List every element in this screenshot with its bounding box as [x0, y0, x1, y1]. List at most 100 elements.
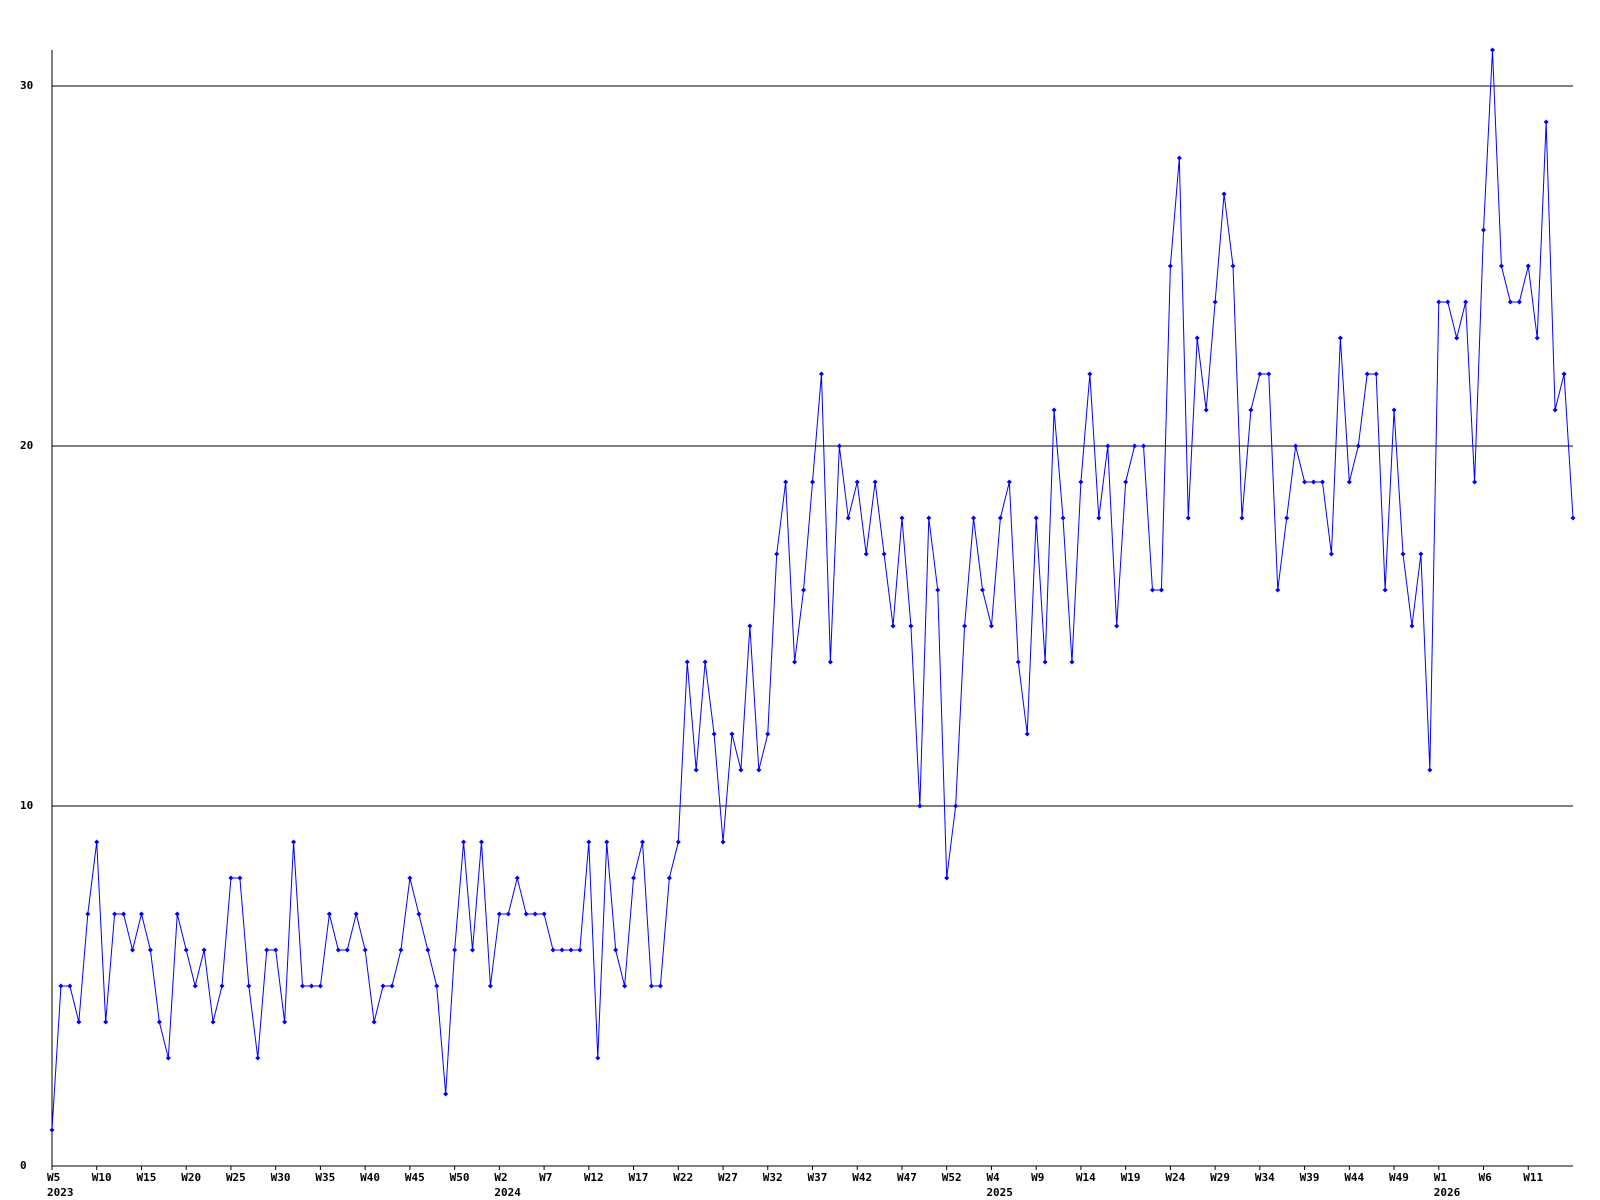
point — [398, 947, 404, 953]
point — [1400, 551, 1406, 557]
point — [443, 1091, 449, 1097]
x-tick-label: W52 — [942, 1171, 962, 1184]
point — [1015, 659, 1021, 665]
x-tick-label: W50 — [450, 1171, 470, 1184]
x-tick-label: W42 — [852, 1171, 872, 1184]
point — [470, 947, 476, 953]
point — [1382, 587, 1388, 593]
point — [881, 551, 887, 557]
point — [1230, 263, 1236, 269]
point — [138, 911, 144, 917]
point — [219, 983, 225, 989]
x-tick-label: W2 — [494, 1171, 507, 1184]
year-label: 2024 — [494, 1186, 521, 1199]
point — [1096, 515, 1102, 521]
point — [738, 767, 744, 773]
y-tick-label: 30 — [20, 79, 33, 92]
x-tick-label: W14 — [1076, 1171, 1096, 1184]
x-tick-label: W45 — [405, 1171, 425, 1184]
point — [1319, 479, 1325, 485]
point — [1149, 587, 1155, 593]
point — [783, 479, 789, 485]
point — [434, 983, 440, 989]
point — [264, 947, 270, 953]
point — [362, 947, 368, 953]
point — [496, 911, 502, 917]
point — [130, 947, 136, 953]
point — [666, 875, 672, 881]
point — [112, 911, 118, 917]
point — [103, 1019, 109, 1025]
point — [523, 911, 529, 917]
x-tick-label: W44 — [1344, 1171, 1364, 1184]
point — [1552, 407, 1558, 413]
point — [711, 731, 717, 737]
point — [425, 947, 431, 953]
point — [1033, 515, 1039, 521]
x-tick-label: W7 — [539, 1171, 552, 1184]
point — [917, 803, 923, 809]
point — [156, 1019, 162, 1025]
point — [1507, 299, 1513, 305]
x-tick-label: W19 — [1121, 1171, 1141, 1184]
x-tick-label: W40 — [360, 1171, 380, 1184]
point — [1346, 479, 1352, 485]
point — [371, 1019, 377, 1025]
point — [1221, 191, 1227, 197]
point — [300, 983, 306, 989]
point — [317, 983, 323, 989]
point — [1275, 587, 1281, 593]
point — [1051, 407, 1057, 413]
point — [631, 875, 637, 881]
point — [1185, 515, 1191, 521]
y-tick-label: 10 — [20, 799, 33, 812]
point — [827, 659, 833, 665]
point — [246, 983, 252, 989]
x-tick-label: W34 — [1255, 1171, 1275, 1184]
point — [1203, 407, 1209, 413]
y-tick-label: 20 — [20, 439, 33, 452]
point — [1132, 443, 1138, 449]
point — [979, 587, 985, 593]
point — [1176, 155, 1182, 161]
x-tick-label: W10 — [92, 1171, 112, 1184]
x-tick-label: W1 — [1434, 1171, 1448, 1184]
point — [577, 947, 583, 953]
point — [183, 947, 189, 953]
point — [452, 947, 458, 953]
point — [1364, 371, 1370, 377]
point — [863, 551, 869, 557]
point — [595, 1055, 601, 1061]
point — [1257, 371, 1263, 377]
point — [210, 1019, 216, 1025]
point — [1024, 731, 1030, 737]
point — [1060, 515, 1066, 521]
point — [926, 515, 932, 521]
point — [487, 983, 493, 989]
point — [49, 1127, 55, 1133]
point — [1239, 515, 1245, 521]
x-tick-label: W35 — [315, 1171, 335, 1184]
point — [532, 911, 538, 917]
x-tick-label: W39 — [1300, 1171, 1320, 1184]
year-label: 2026 — [1434, 1186, 1461, 1199]
point — [1328, 551, 1334, 557]
point — [702, 659, 708, 665]
point — [273, 947, 279, 953]
point — [1141, 443, 1147, 449]
point — [640, 839, 646, 845]
point — [675, 839, 681, 845]
point — [1105, 443, 1111, 449]
point — [192, 983, 198, 989]
point — [944, 875, 950, 881]
point — [1302, 479, 1308, 485]
point — [988, 623, 994, 629]
point — [1445, 299, 1451, 305]
point — [1525, 263, 1531, 269]
point — [854, 479, 860, 485]
point — [1355, 443, 1361, 449]
point — [1284, 515, 1290, 521]
point — [604, 839, 610, 845]
point — [774, 551, 780, 557]
x-tick-label: W29 — [1210, 1171, 1230, 1184]
